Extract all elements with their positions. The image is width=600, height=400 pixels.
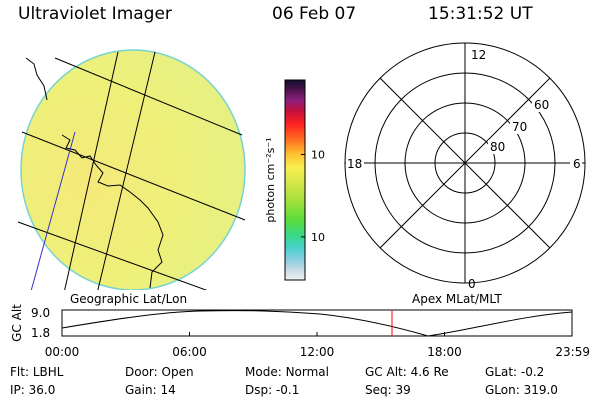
geo-label: Geographic Lat/Lon <box>70 292 187 306</box>
info-key: Seq: <box>365 383 396 397</box>
info-value: 36.0 <box>28 383 56 397</box>
info-key: IP: <box>10 383 29 397</box>
info-field-gain: Gain: 14 <box>125 383 176 397</box>
altitude-x-tick-label: 06:00 <box>172 345 207 359</box>
info-field-mode: Mode: Normal <box>245 365 329 379</box>
info-key: GLat: <box>485 365 521 379</box>
altitude-x-tick-label: 12:00 <box>300 345 335 359</box>
info-value: 4.6 Re <box>410 365 449 379</box>
polar-plot: 12 6 0 18 60 70 80 <box>344 42 586 290</box>
info-value: Open <box>161 365 194 379</box>
info-field-dsp: Dsp: -0.1 <box>245 383 299 397</box>
info-key: Mode: <box>245 365 286 379</box>
altitude-tick-low: 1.8 <box>31 326 50 340</box>
info-key: Flt: <box>10 365 33 379</box>
info-field-gcalt: GC Alt: 4.6 Re <box>365 365 449 379</box>
uv-image-panel <box>17 49 246 290</box>
info-field-ip: IP: 36.0 <box>10 383 55 397</box>
time-label: 15:31:52 UT <box>428 4 533 24</box>
info-field-glon: GLon: 319.0 <box>485 383 558 397</box>
info-value: Normal <box>285 365 329 379</box>
lat-label-60: 60 <box>534 98 549 112</box>
app-title: Ultraviolet Imager <box>18 4 172 24</box>
colorbar-gradient <box>284 79 306 281</box>
mlt-label-18: 18 <box>347 157 362 171</box>
info-key: GLon: <box>485 383 524 397</box>
mlt-label-6: 6 <box>573 157 581 171</box>
info-value: 319.0 <box>523 383 558 397</box>
meridian-line <box>30 131 76 290</box>
info-value: 39 <box>395 383 411 397</box>
altitude-x-tick-label: 18:00 <box>427 345 462 359</box>
altitude-plot: Geographic Lat/Lon Apex MLat/MLT GC Alt … <box>10 292 590 359</box>
altitude-axis-label: GC Alt <box>10 304 24 342</box>
colorbar-label: photon cm⁻²s⁻¹ <box>264 137 277 222</box>
info-key: Dsp: <box>245 383 276 397</box>
info-field-flt: Flt: LBHL <box>10 365 63 379</box>
info-key: GC Alt: <box>365 365 411 379</box>
latitude-grid <box>17 57 246 290</box>
colorbar-tick-label: 100 <box>311 148 325 161</box>
info-field-glat: GLat: -0.2 <box>485 365 544 379</box>
uv-image-disk <box>20 49 246 290</box>
info-value: LBHL <box>32 365 64 379</box>
altitude-x-tick-label: 23:59 <box>555 345 590 359</box>
info-value: 14 <box>160 383 176 397</box>
polar-axis-diagonal-2 <box>379 77 551 249</box>
colorbar-tick-label: 10 <box>311 231 325 244</box>
info-value: -0.2 <box>520 365 545 379</box>
altitude-curve <box>61 310 573 337</box>
info-field-door: Door: Open <box>125 365 194 379</box>
altitude-tick-high: 9.0 <box>31 306 50 320</box>
longitude-grid <box>64 51 156 290</box>
altitude-x-tick-label: 00:00 <box>45 345 80 359</box>
apex-label: Apex MLat/MLT <box>412 292 502 306</box>
mlt-label-0: 0 <box>468 277 476 290</box>
info-key: Gain: <box>125 383 161 397</box>
mlt-label-12: 12 <box>471 48 486 62</box>
info-key: Door: <box>125 365 162 379</box>
lat-label-80: 80 <box>490 140 505 154</box>
coastline <box>61 134 164 289</box>
lat-label-70: 70 <box>512 120 527 134</box>
info-field-seq: Seq: 39 <box>365 383 411 397</box>
info-value: -0.1 <box>275 383 300 397</box>
date-label: 06 Feb 07 <box>272 4 357 24</box>
colorbar: 100 10 photon cm⁻²s⁻¹ <box>264 79 325 281</box>
coastline-outer <box>25 57 48 101</box>
